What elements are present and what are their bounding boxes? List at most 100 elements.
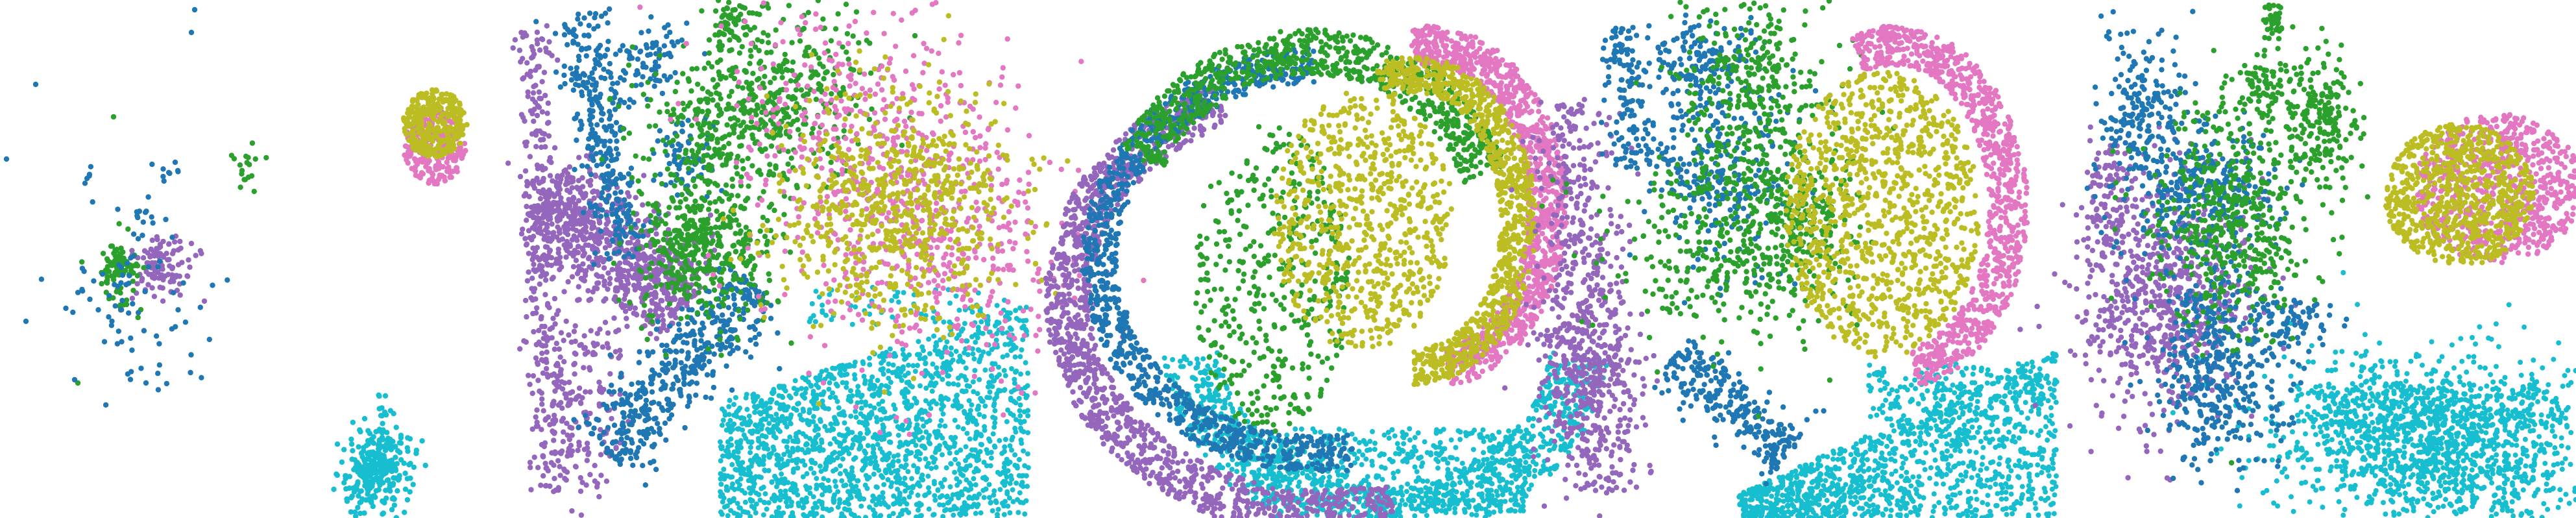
cell-point — [916, 507, 921, 513]
cell-point — [929, 388, 935, 394]
cell-point — [791, 467, 796, 473]
cell-point — [447, 174, 453, 180]
cell-point — [436, 166, 442, 171]
cell-point — [146, 271, 152, 277]
cell-point — [182, 319, 189, 325]
cell-point — [407, 436, 413, 442]
cell-point — [419, 143, 424, 149]
cell-point — [379, 413, 385, 419]
cell-point — [1023, 395, 1029, 401]
cell-point — [757, 474, 762, 480]
cell-point — [922, 493, 928, 499]
cell-point — [571, 236, 577, 241]
cell-point — [528, 295, 534, 301]
cell-point — [869, 374, 875, 380]
cell-point — [863, 515, 869, 518]
cell-point — [868, 403, 873, 409]
cell-point — [718, 439, 723, 445]
cell-point — [177, 238, 183, 245]
cell-point — [565, 243, 570, 250]
cell-point — [614, 277, 620, 282]
cell-point — [413, 147, 419, 153]
cell-point — [735, 408, 741, 413]
cell-point — [841, 483, 847, 489]
cell-point — [982, 427, 988, 433]
cell-point — [589, 127, 595, 132]
cell-point — [575, 16, 581, 22]
cell-point — [980, 487, 986, 493]
cell-point — [551, 371, 557, 377]
cell-point — [588, 177, 594, 184]
cell-point — [552, 31, 559, 36]
cell-point — [371, 434, 376, 440]
cell-point — [604, 406, 610, 412]
cell-point — [748, 463, 754, 469]
cell-point — [148, 246, 154, 253]
cell-point — [562, 80, 568, 87]
cell-point — [530, 373, 537, 379]
cell-point — [576, 443, 582, 449]
cell-point — [753, 510, 759, 515]
cell-point — [943, 507, 949, 513]
cell-point — [86, 171, 93, 177]
cell-point — [149, 285, 155, 291]
cell-point — [899, 423, 905, 428]
cell-point — [197, 304, 203, 310]
cell-point — [728, 508, 734, 513]
cell-point — [953, 401, 959, 407]
cell-point — [171, 290, 176, 295]
cell-point — [553, 260, 559, 266]
cell-point — [155, 371, 161, 376]
cell-point — [964, 430, 970, 436]
cell-point — [762, 468, 768, 474]
cell-point — [691, 288, 697, 294]
cell-point — [842, 420, 847, 426]
cell-point — [1017, 354, 1023, 360]
cell-point — [650, 367, 655, 373]
cell-point — [151, 293, 158, 299]
cell-point — [853, 484, 859, 489]
cell-point — [551, 412, 557, 419]
cell-point — [603, 296, 609, 302]
cell-point — [928, 406, 934, 412]
cell-point — [127, 273, 132, 278]
cell-point — [671, 295, 677, 301]
cell-point — [753, 501, 759, 507]
cell-point — [99, 271, 106, 277]
cell-point — [419, 438, 425, 444]
cell-point — [742, 499, 748, 505]
cell-point — [632, 265, 638, 272]
cell-point — [365, 438, 371, 444]
cell-point — [528, 73, 533, 80]
cell-point — [1008, 327, 1014, 332]
cell-point — [529, 275, 535, 281]
cell-point — [938, 417, 944, 423]
cell-point — [653, 277, 659, 282]
cell-point — [117, 256, 123, 263]
cell-point — [574, 137, 579, 143]
cell-point — [596, 494, 602, 500]
cell-point — [587, 107, 593, 114]
cell-point — [932, 497, 938, 503]
cell-point — [932, 429, 938, 435]
cell-point — [537, 195, 544, 202]
cell-point — [130, 231, 137, 237]
cell-point — [1000, 480, 1006, 486]
cell-point — [781, 510, 786, 516]
cell-point — [446, 134, 452, 140]
cell-point — [766, 500, 772, 506]
cell-point — [607, 108, 613, 114]
cell-point — [175, 167, 181, 173]
cell-point — [877, 389, 882, 395]
cell-point — [382, 393, 389, 399]
cell-point — [393, 515, 399, 518]
cell-point — [888, 470, 894, 476]
cell-point — [369, 493, 375, 499]
cell-point — [156, 245, 162, 251]
cell-point — [592, 11, 599, 17]
cell-point — [622, 197, 627, 203]
cell-point — [155, 264, 161, 270]
cell-point — [653, 231, 659, 237]
cell-point — [172, 239, 178, 245]
cell-point — [801, 504, 807, 510]
